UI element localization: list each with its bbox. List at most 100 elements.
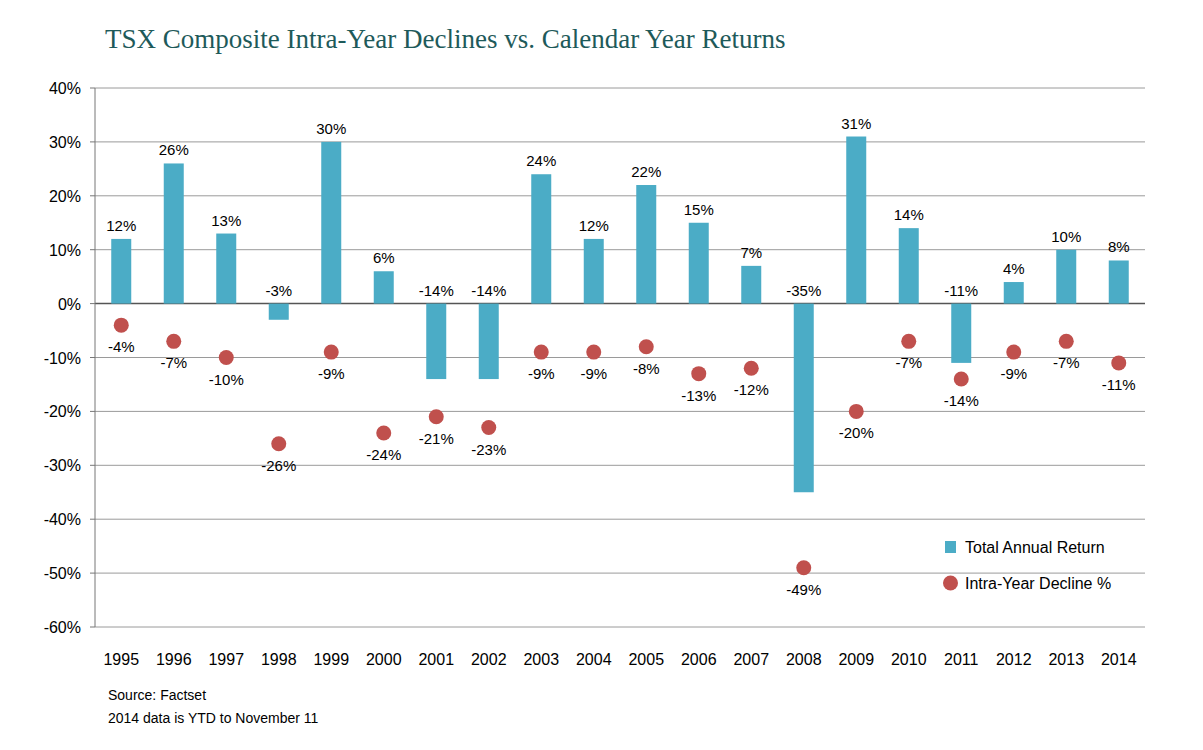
legend-label: Total Annual Return [965, 539, 1105, 556]
annotation: 2014 data is YTD to November 11 [108, 710, 319, 726]
tick-mark [90, 249, 95, 250]
tick-mark [90, 88, 95, 89]
bar [531, 174, 551, 303]
point [849, 404, 864, 419]
data-label: -7% [1053, 354, 1080, 371]
data-label: -9% [580, 365, 607, 382]
point [1059, 334, 1074, 349]
point [691, 366, 706, 381]
y-tick-label: -60% [44, 619, 81, 636]
x-axis: 1995199619971998199920002001200220032004… [103, 651, 1136, 668]
point [271, 436, 286, 451]
data-label: 15% [684, 201, 714, 218]
grid-line [95, 249, 1145, 250]
data-label: -9% [318, 365, 345, 382]
data-label: 7% [740, 244, 762, 261]
legend: Total Annual Return Intra-Year Decline % [943, 539, 1111, 592]
data-labels: 12%26%13%-3%30%6%-14%-14%24%12%22%15%7%-… [106, 115, 1135, 598]
bar [164, 163, 184, 303]
point [586, 345, 601, 360]
point [114, 318, 129, 333]
bar [951, 304, 971, 363]
tick-mark [90, 519, 95, 520]
data-label: -26% [261, 457, 296, 474]
point [639, 339, 654, 354]
data-label: 10% [1051, 228, 1081, 245]
data-label: 13% [211, 212, 241, 229]
y-tick-label: 0% [58, 296, 81, 313]
x-tick-label: 2014 [1101, 651, 1137, 668]
data-label: -7% [160, 354, 187, 371]
tick-mark [90, 303, 95, 304]
x-tick-label: 1997 [208, 651, 244, 668]
bar [689, 223, 709, 304]
chart: TSX Composite Intra-Year Declines vs. Ca… [0, 0, 1203, 750]
bar [636, 185, 656, 304]
data-label: -14% [944, 392, 979, 409]
x-tick-label: 2001 [418, 651, 454, 668]
data-label: -24% [366, 446, 401, 463]
data-label: -11% [944, 282, 978, 299]
grid-line [95, 465, 1145, 466]
x-tick-label: 1995 [103, 651, 139, 668]
x-tick-label: 1996 [156, 651, 192, 668]
grid-line [95, 519, 1145, 520]
annotation: Source: Factset [108, 687, 206, 703]
legend-label: Intra-Year Decline % [965, 575, 1111, 592]
data-label: 24% [526, 152, 556, 169]
x-tick-label: 2006 [681, 651, 717, 668]
tick-mark [90, 465, 95, 466]
grid: 40%30%20%10%0%-10%-20%-30%-40%-50%-60% [44, 80, 1145, 636]
point [744, 361, 759, 376]
data-label: -14% [471, 282, 506, 299]
tick-mark [90, 357, 95, 358]
x-tick-label: 2013 [1048, 651, 1084, 668]
bar [216, 234, 236, 304]
data-label: 12% [106, 217, 136, 234]
y-axis-line [95, 88, 96, 627]
data-label: 4% [1003, 260, 1025, 277]
bar [321, 142, 341, 304]
grid-line [95, 88, 1145, 89]
y-tick-label: 40% [49, 80, 81, 97]
x-tick-label: 2005 [628, 651, 664, 668]
marks [111, 137, 1129, 576]
data-label: -13% [681, 387, 716, 404]
data-label: -9% [528, 365, 555, 382]
point [901, 334, 916, 349]
bar [741, 266, 761, 304]
grid-line [95, 627, 1145, 628]
data-label: -35% [786, 282, 821, 299]
x-tick-label: 2012 [996, 651, 1032, 668]
data-label: -9% [1000, 365, 1027, 382]
legend-swatch [945, 541, 956, 553]
grid-line [95, 357, 1145, 358]
x-tick-label: 2004 [576, 651, 612, 668]
x-tick-label: 2007 [733, 651, 769, 668]
point [954, 372, 969, 387]
data-label: -4% [108, 338, 135, 355]
point [376, 425, 391, 440]
bar [269, 304, 289, 320]
data-label: -10% [209, 371, 244, 388]
grid-line [95, 411, 1145, 412]
data-label: 22% [631, 163, 661, 180]
tick-mark [90, 195, 95, 196]
x-tick-label: 1999 [313, 651, 349, 668]
data-label: -7% [895, 354, 922, 371]
data-label: 31% [841, 115, 871, 132]
data-label: -49% [786, 581, 821, 598]
tick-mark [90, 411, 95, 412]
x-tick-label: 2010 [891, 651, 927, 668]
bar [426, 304, 446, 379]
x-tick-label: 2011 [944, 651, 979, 668]
tick-mark [90, 141, 95, 142]
x-tick-label: 2000 [366, 651, 402, 668]
data-label: 12% [579, 217, 609, 234]
x-tick-label: 2003 [523, 651, 559, 668]
point [219, 350, 234, 365]
tick-mark [90, 627, 95, 628]
grid-line [95, 141, 1145, 142]
y-tick-label: -40% [44, 511, 81, 528]
point [324, 345, 339, 360]
